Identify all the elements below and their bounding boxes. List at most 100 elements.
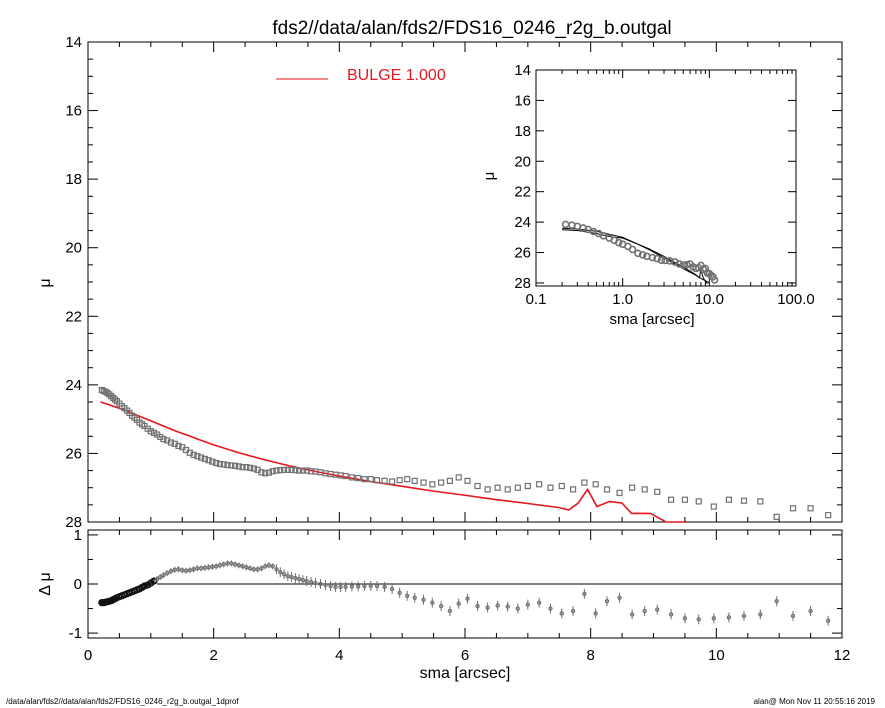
residual-point — [515, 606, 520, 611]
inset-plot-frame — [535, 69, 797, 287]
main-data-point — [592, 481, 599, 488]
residual-point — [158, 574, 163, 580]
main-data-point — [641, 486, 648, 493]
residual-point — [655, 607, 660, 612]
residual-point — [505, 604, 510, 609]
main-data-point — [438, 479, 445, 486]
residual-point — [475, 603, 480, 609]
main-data-point — [373, 477, 381, 484]
residual-point — [247, 566, 253, 571]
main-data-point — [228, 462, 235, 469]
main-data-point — [757, 498, 764, 505]
residual-point — [274, 567, 279, 572]
residual-point — [582, 591, 587, 597]
residual-point — [825, 618, 831, 624]
inset-x-tick-label: 100.0 — [777, 291, 815, 308]
residual-point — [430, 600, 435, 605]
main-data-point — [654, 488, 661, 495]
residual-point — [421, 597, 426, 602]
inset-y-tick-label: 20 — [514, 153, 531, 170]
main-data-point — [514, 484, 521, 491]
main-data-point — [288, 466, 295, 473]
residual-point — [259, 566, 264, 571]
main-data-point — [773, 513, 780, 520]
main-data-point — [201, 455, 208, 463]
residual-point — [202, 565, 208, 571]
main-data-point — [367, 476, 374, 483]
main-data-point — [111, 396, 119, 403]
main-data-point — [220, 461, 227, 468]
main-data-point — [581, 479, 588, 486]
residual-point — [244, 565, 249, 570]
main-data-point — [361, 476, 368, 483]
inset-x-axis-label: sma [arcsec] — [609, 311, 694, 328]
residual-point — [213, 564, 219, 569]
residual-point — [206, 565, 211, 570]
main-data-point — [825, 512, 832, 519]
residual-y-tick-label: 1 — [74, 527, 82, 544]
residual-point — [438, 603, 444, 609]
main-model-series — [100, 401, 685, 523]
inset-y-tick-label: 22 — [514, 184, 531, 201]
main-data-point — [464, 477, 471, 484]
residual-point — [281, 571, 287, 577]
x-tick-label: 10 — [708, 647, 725, 664]
inset-data-point — [634, 249, 642, 258]
main-data-point — [307, 468, 315, 475]
residual-point — [604, 598, 610, 604]
main-data-point — [536, 481, 543, 488]
main-data-point — [231, 462, 239, 469]
main-data-point — [160, 435, 167, 443]
inset-x-tick-label: 1.0 — [612, 291, 633, 308]
residual-point — [465, 596, 470, 601]
residual-point — [262, 564, 268, 569]
main-y-tick-label: 20 — [65, 240, 82, 257]
residual-point — [191, 567, 196, 572]
main-data-point — [167, 439, 175, 446]
main-data-point — [106, 391, 113, 398]
residual-point — [210, 564, 215, 570]
main-y-tick-label: 26 — [65, 445, 82, 462]
inset-y-tick-label: 28 — [514, 275, 531, 292]
main-y-tick-label: 28 — [65, 514, 82, 531]
residual-point — [682, 616, 688, 621]
main-data-point — [381, 477, 388, 484]
main-data-point — [284, 466, 291, 473]
main-data-point — [681, 496, 689, 503]
residual-point — [154, 576, 160, 582]
inset-data-point — [628, 245, 637, 254]
residual-point — [570, 608, 576, 614]
main-data-point — [277, 467, 284, 474]
residual-point — [726, 615, 732, 620]
main-data-point — [504, 486, 511, 493]
residual-point — [296, 576, 302, 582]
main-data-point — [420, 479, 427, 486]
x-tick-label: 6 — [461, 647, 469, 664]
residual-y-tick-label: -1 — [69, 625, 82, 642]
main-data-point — [296, 467, 303, 474]
main-y-tick-label: 22 — [65, 308, 82, 325]
main-data-point — [455, 474, 462, 481]
residual-point — [304, 578, 309, 584]
inset-data-point — [679, 261, 688, 269]
residual-point — [456, 601, 461, 606]
inset-y-tick-label: 16 — [514, 92, 531, 109]
main-data-point — [789, 505, 797, 512]
residual-point — [318, 581, 323, 587]
inset-data-series — [561, 220, 719, 284]
main-y-tick-label: 14 — [65, 34, 82, 51]
inset-x-tick-label: 10.0 — [695, 291, 724, 308]
residual-point — [368, 583, 373, 589]
chart-title: fds2//data/alan/fds2/FDS16_0246_r2g_b.ou… — [272, 18, 671, 39]
main-y-axis-label: μ — [37, 278, 54, 287]
main-data-point — [616, 489, 623, 496]
residual-point — [187, 568, 192, 573]
residual-point — [266, 563, 272, 568]
main-axis-ticks: 14 16 18 20 22 24 26 28 — [65, 34, 843, 531]
main-data-point — [389, 478, 396, 485]
main-y-tick-label: 18 — [65, 171, 82, 188]
main-data-point — [695, 498, 702, 505]
x-tick-label: 8 — [586, 647, 594, 664]
residual-point — [696, 617, 701, 622]
residual-point — [495, 603, 500, 608]
